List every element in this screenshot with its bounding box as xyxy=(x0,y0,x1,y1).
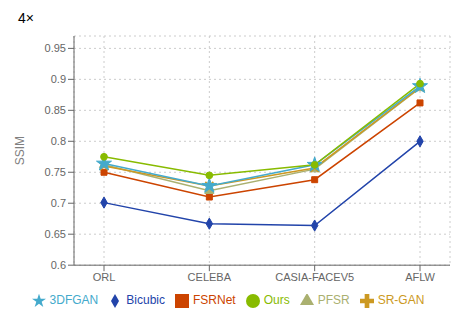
svg-text:ORL: ORL xyxy=(93,271,116,283)
html-text:FSRNet: FSRNet xyxy=(193,293,236,308)
svg-text:0.8: 0.8 xyxy=(51,135,66,147)
html-text:Bicubic: Bicubic xyxy=(126,293,165,308)
svg-text:0.65: 0.65 xyxy=(45,228,66,240)
svg-text:0.85: 0.85 xyxy=(45,104,66,116)
html-text:3DFGAN: 3DFGAN xyxy=(49,293,99,308)
svg-text:0.95: 0.95 xyxy=(45,42,66,54)
svg-text:CELEBA: CELEBA xyxy=(188,271,232,283)
svg-text:AFLW: AFLW xyxy=(405,271,435,283)
svg-text:SSIM: SSIM xyxy=(13,136,27,165)
html-text:SR-GAN: SR-GAN xyxy=(377,293,425,308)
svg-text:0.75: 0.75 xyxy=(45,166,66,178)
svg-text:0.9: 0.9 xyxy=(51,73,66,85)
svg-text:0.6: 0.6 xyxy=(51,259,66,271)
svg-text:CASIA-FACEV5: CASIA-FACEV5 xyxy=(275,271,354,283)
html-text:PFSR: PFSR xyxy=(317,293,350,308)
svg-text:0.7: 0.7 xyxy=(51,197,66,209)
html-text:4×: 4× xyxy=(18,10,34,26)
html-text:Ours: Ours xyxy=(263,293,290,308)
